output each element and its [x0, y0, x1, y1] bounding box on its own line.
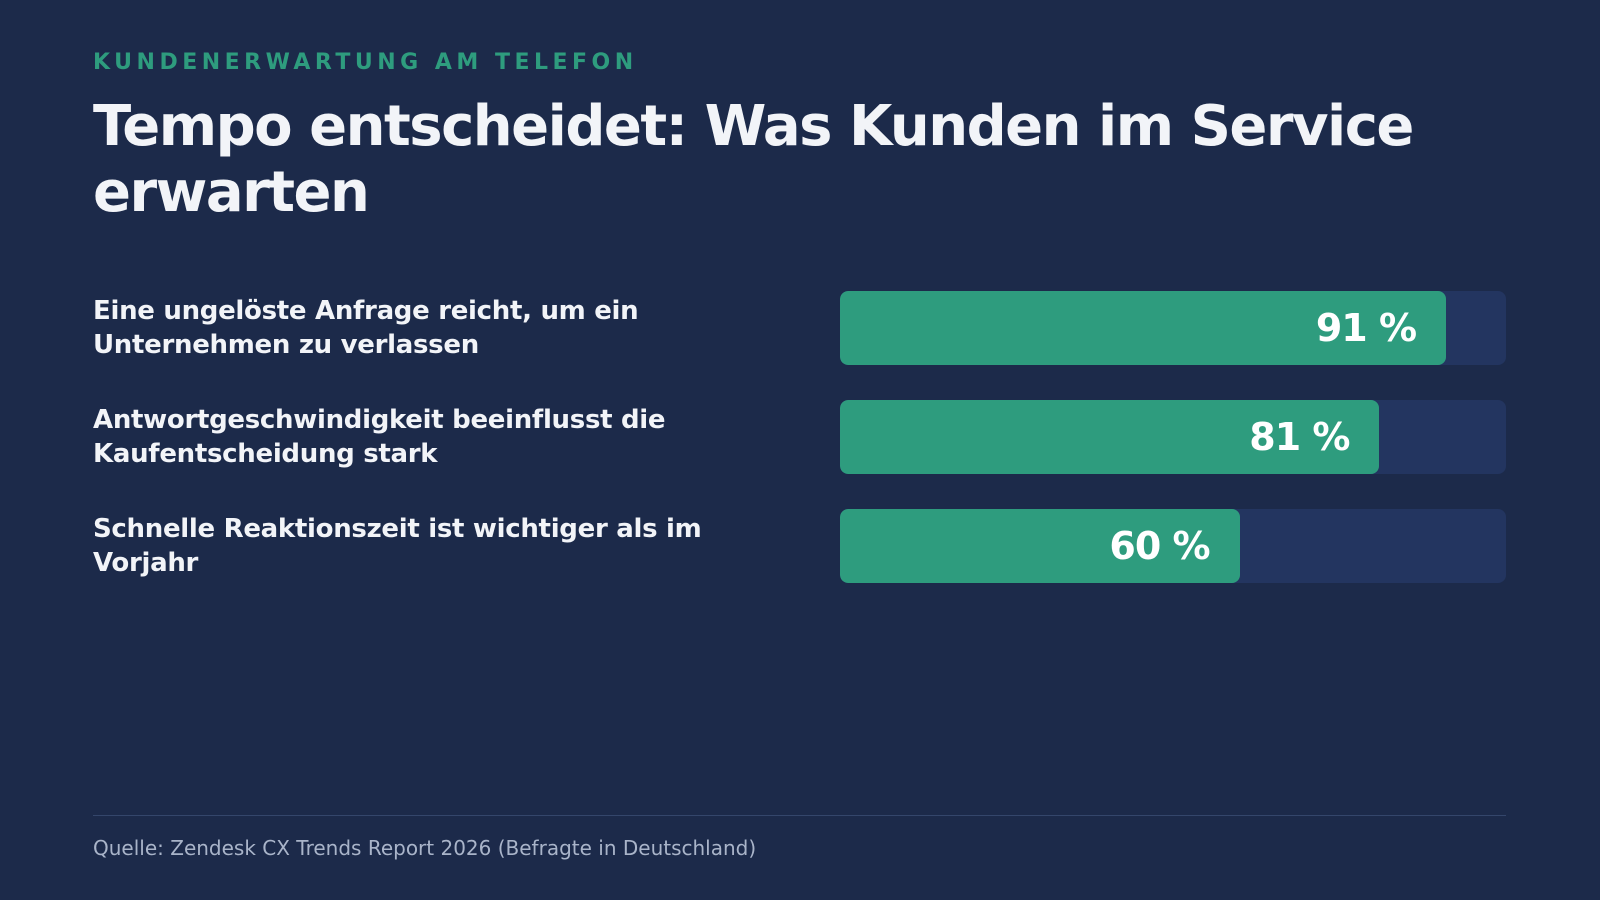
bar-row: Eine ungelöste Anfrage reicht, um ein Un…: [93, 291, 1506, 365]
bar-row: Antwortgeschwindigkeit beeinflusst die K…: [93, 400, 1506, 474]
value-label: 60 %: [1109, 524, 1210, 568]
category-label: Eine ungelöste Anfrage reicht, um ein Un…: [93, 296, 639, 360]
bar-track: 91 %: [840, 291, 1506, 365]
value-label: 91 %: [1315, 306, 1417, 350]
bar-track: 81 %: [840, 400, 1506, 474]
bar-track: 60 %: [840, 509, 1506, 583]
value-label: 81 %: [1249, 415, 1350, 459]
source: Quelle: Zendesk CX Trends Report 2026 (B…: [93, 836, 757, 860]
category-label: Antwortgeschwindigkeit beeinflusst die K…: [93, 405, 666, 469]
divider: [93, 815, 1506, 816]
bar: [840, 509, 1240, 583]
bar: [840, 291, 1447, 365]
bar-row: Schnelle Reaktionszeit ist wichtiger als…: [93, 509, 1506, 583]
chart-title: Tempo entscheidet: Was Kunden im Service…: [93, 94, 1414, 225]
kicker: KUNDENERWARTUNG AM TELEFON: [93, 50, 638, 75]
category-label: Schnelle Reaktionszeit ist wichtiger als…: [93, 514, 702, 578]
bar: [840, 400, 1380, 474]
